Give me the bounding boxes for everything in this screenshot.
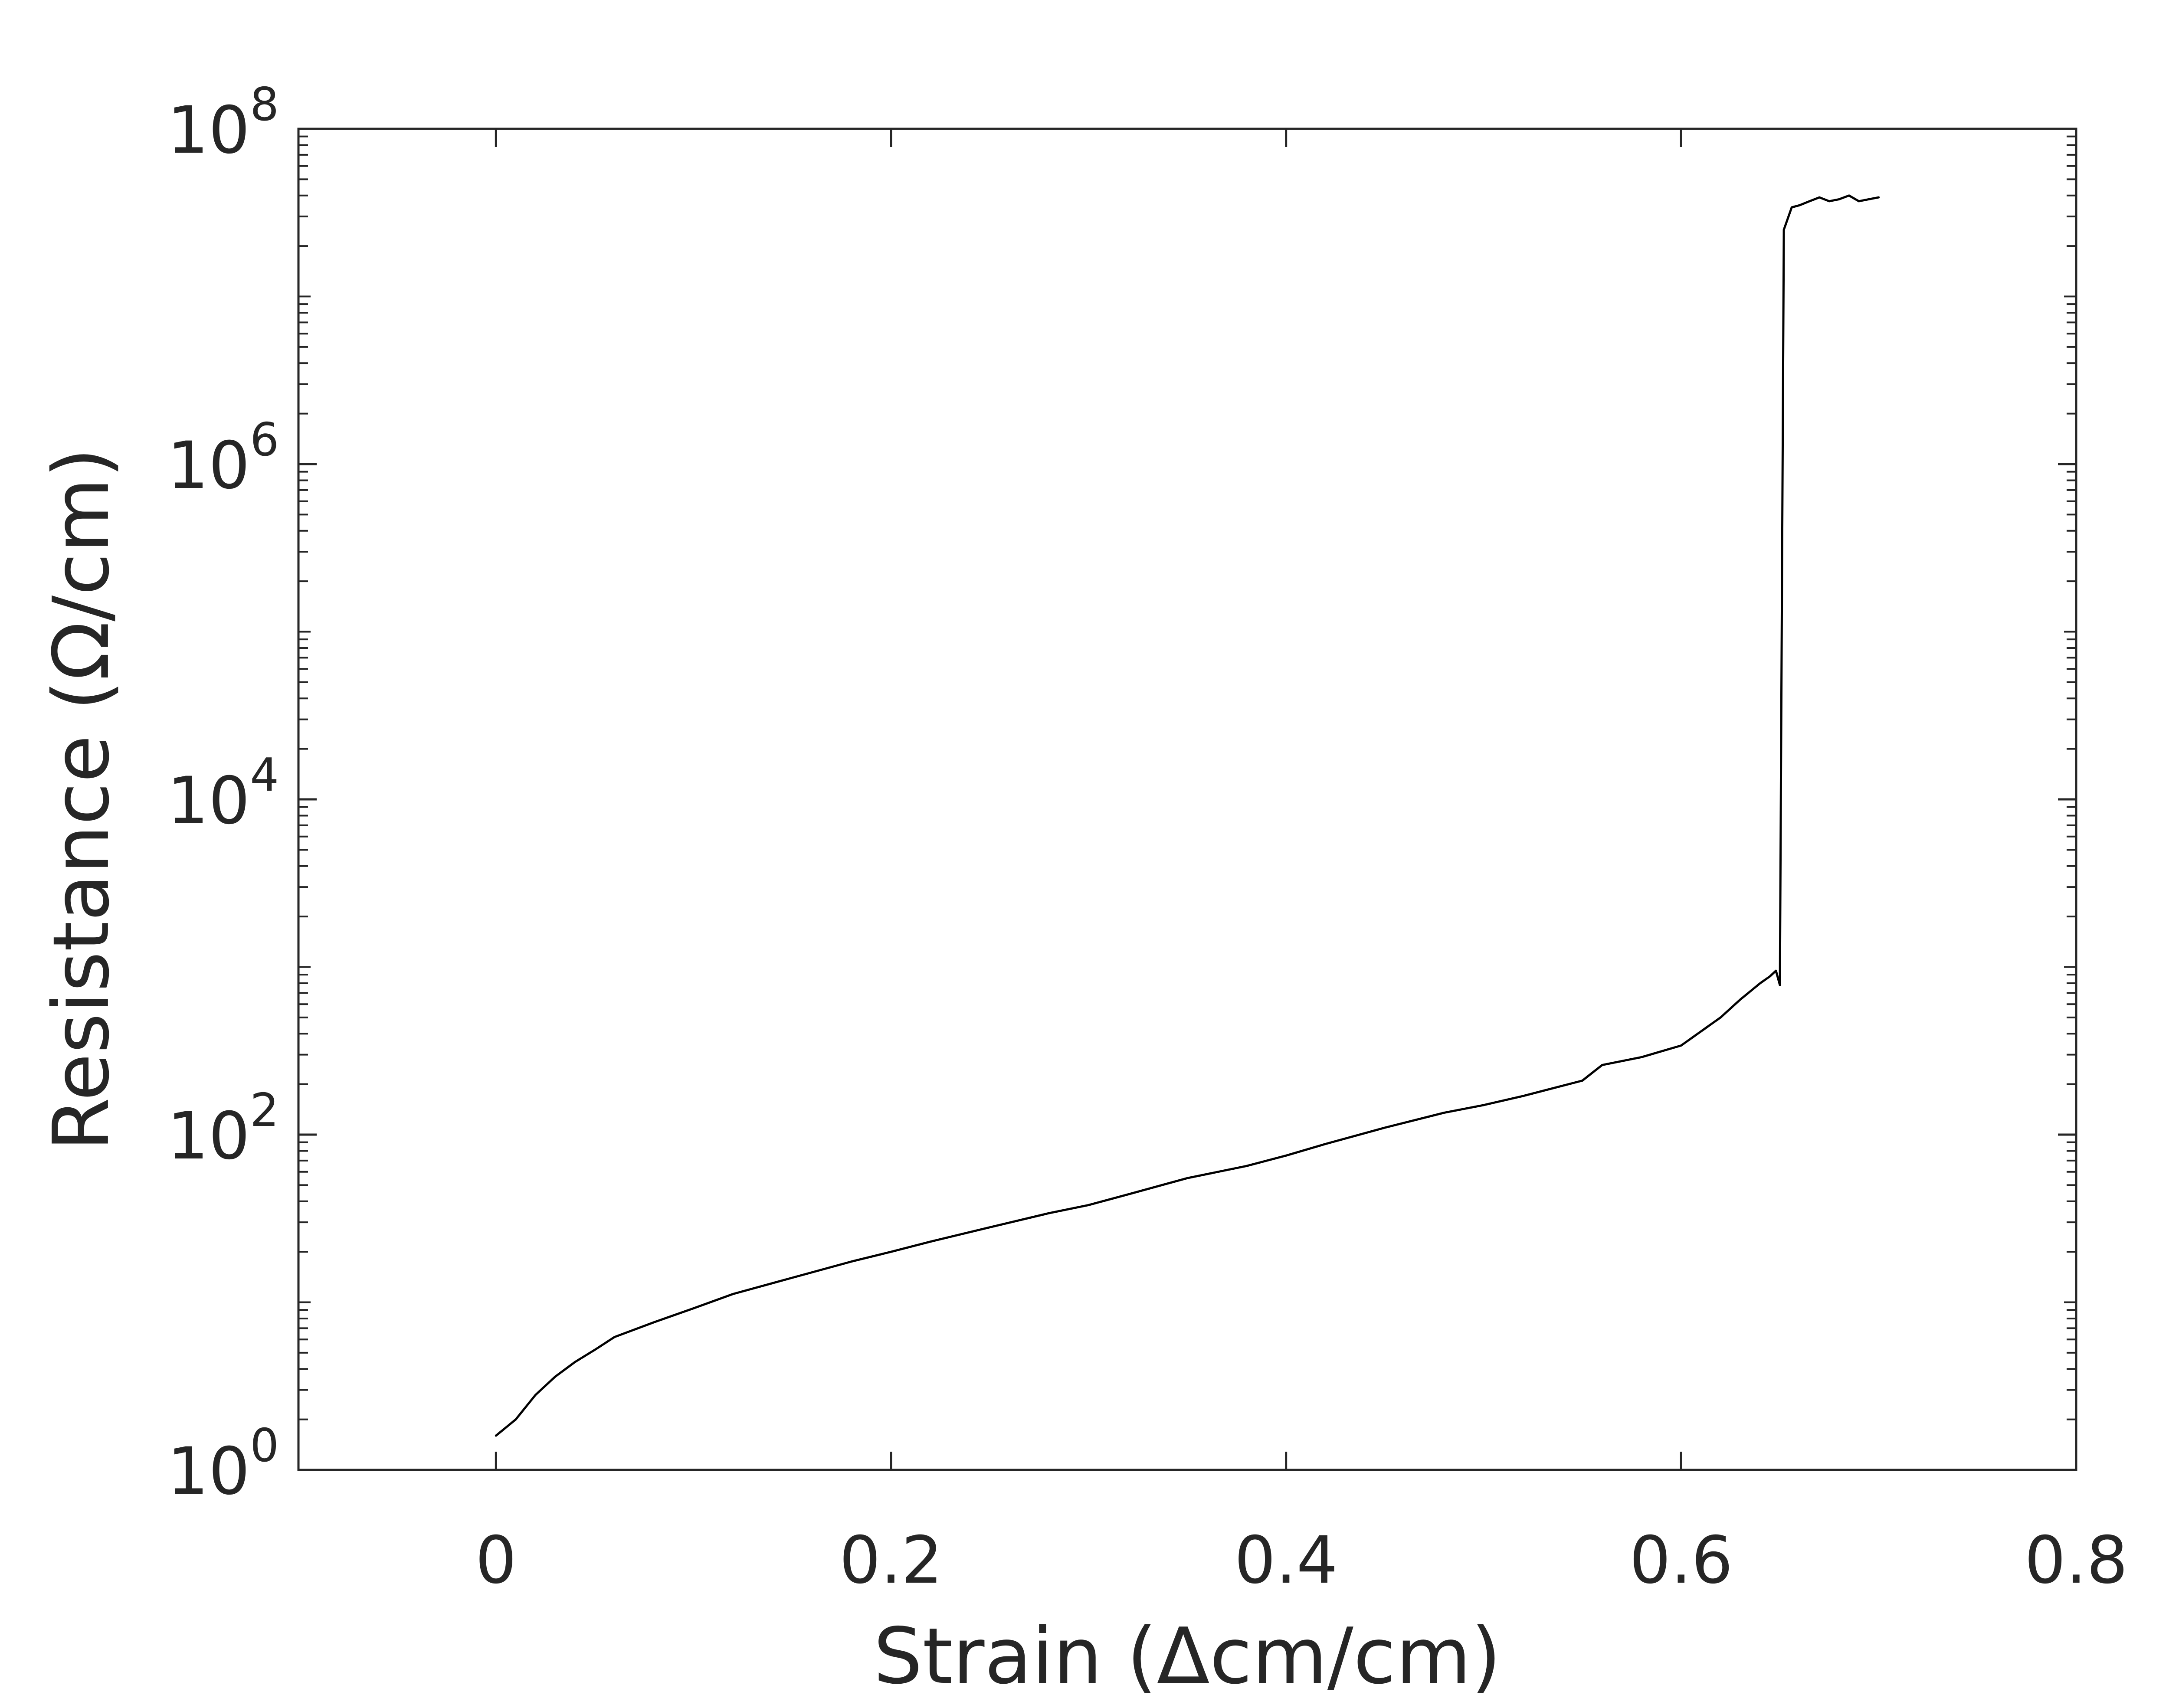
x-tick-label: 0 <box>475 1523 517 1598</box>
series-line <box>495 194 1880 1437</box>
y-axis-title: Resistance (Ω/cm) <box>36 448 126 1151</box>
x-tick-label: 0.2 <box>839 1523 943 1598</box>
y-tick-label: 104 <box>167 749 279 839</box>
y-tick-label: 100 <box>167 1419 279 1509</box>
x-tick-label: 0.8 <box>2025 1523 2128 1598</box>
y-tick-label: 106 <box>167 413 279 504</box>
y-tick-label: 108 <box>167 78 279 168</box>
x-tick-label: 0.6 <box>1629 1523 1733 1598</box>
x-tick-label: 0.4 <box>1234 1523 1338 1598</box>
axes-box <box>297 128 2077 1471</box>
x-axis-title: Strain (Δcm/cm) <box>873 1611 1501 1701</box>
tick-labels: 0 0.2 0.4 0.6 0.8 100 102 104 106 108 <box>167 78 2128 1598</box>
y-tick-label: 102 <box>167 1084 279 1174</box>
